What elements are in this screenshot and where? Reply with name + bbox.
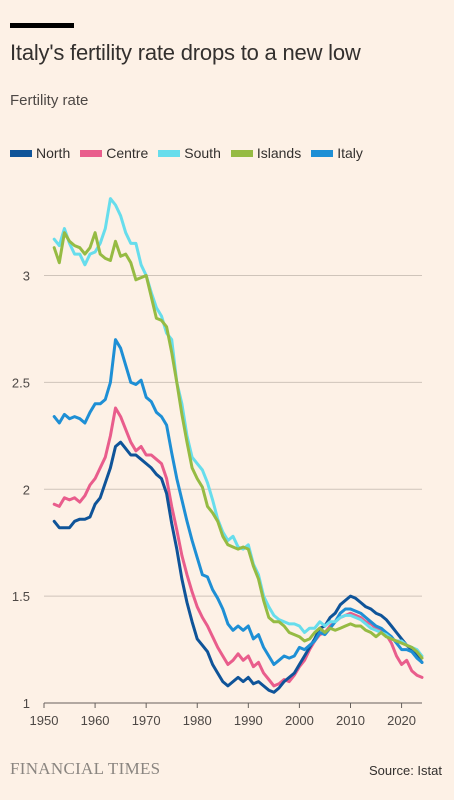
series-line-north [52, 440, 424, 694]
legend-label: Italy [337, 145, 363, 161]
x-tick-label: 1980 [183, 713, 212, 728]
legend-item-islands: Islands [230, 145, 302, 161]
x-tick-label: 2020 [387, 713, 416, 728]
y-tick-label: 3 [23, 269, 30, 284]
y-tick-label: 2.5 [12, 375, 30, 390]
x-tick-label: 1960 [81, 713, 110, 728]
series-line-centre [52, 406, 424, 688]
legend-swatch [311, 149, 334, 157]
y-tick-label: 1.5 [12, 589, 30, 604]
x-tick-label: 1970 [132, 713, 161, 728]
legend-label: Islands [256, 145, 302, 161]
legend-label: North [36, 145, 71, 161]
source-note: Source: Istat [369, 763, 442, 778]
legend: North Centre South Islands Italy [10, 144, 373, 162]
x-tick-label: 2010 [336, 713, 365, 728]
ft-logo: FINANCIAL TIMES [10, 759, 161, 778]
y-tick-label: 1 [23, 696, 30, 711]
legend-item-centre: Centre [80, 145, 148, 161]
legend-item-north: North [10, 145, 70, 161]
series-line-south [52, 197, 424, 658]
legend-item-italy: Italy [311, 145, 363, 161]
x-tick-label: 1950 [30, 713, 59, 728]
series-line-italy [52, 338, 424, 666]
ft-top-bar [10, 23, 74, 28]
legend-swatch [230, 149, 253, 157]
chart-title: Italy's fertility rate drops to a new lo… [10, 40, 361, 65]
legend-swatch [80, 149, 103, 157]
series-line-islands [52, 231, 424, 660]
legend-label: Centre [106, 145, 149, 161]
legend-label: South [184, 145, 221, 161]
chart-subtitle: Fertility rate [10, 92, 89, 109]
legend-swatch [158, 149, 181, 157]
legend-swatch [10, 149, 32, 157]
y-tick-label: 2 [23, 482, 30, 497]
legend-item-south: South [158, 145, 221, 161]
x-tick-label: 1990 [234, 713, 263, 728]
x-tick-label: 2000 [285, 713, 314, 728]
